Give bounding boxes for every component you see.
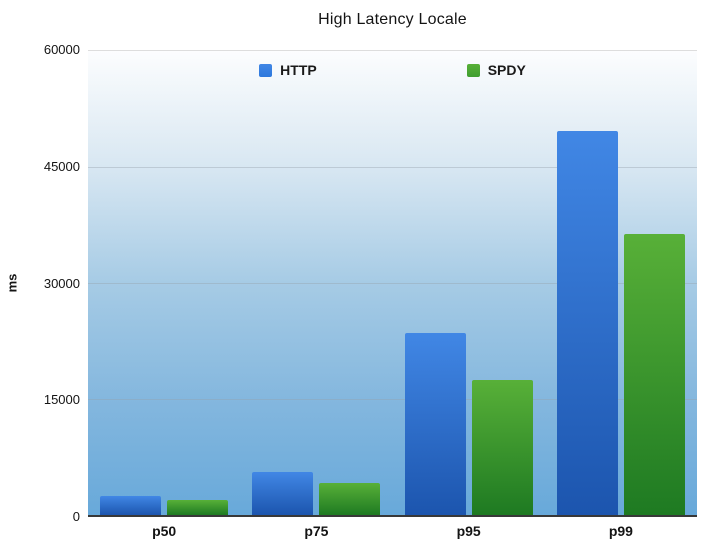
- x-tick-p50: p50: [152, 523, 177, 539]
- bar-spdy-p99: [623, 234, 685, 515]
- legend-label-spdy: SPDY: [487, 62, 526, 78]
- legend-item-http: HTTP: [259, 62, 317, 78]
- x-tick-p95: p95: [456, 523, 481, 539]
- bar-http-p99: [556, 131, 618, 515]
- gridline-15000: [88, 399, 697, 400]
- x-tick-p75: p75: [304, 523, 329, 539]
- bar-group-p50: [88, 51, 240, 515]
- legend-label-http: HTTP: [280, 62, 317, 78]
- y-axis-ticks: 0 15000 30000 45000 60000: [0, 42, 80, 524]
- y-tick-0: 0: [72, 509, 80, 524]
- bar-groups: [88, 51, 697, 515]
- bar-group-p75: [240, 51, 392, 515]
- x-axis-ticks: p50 p75 p95 p99: [88, 523, 697, 539]
- legend: HTTP SPDY: [88, 62, 697, 78]
- chart-title: High Latency Locale: [318, 11, 467, 28]
- legend-swatch-http: [259, 63, 273, 77]
- bar-http-p95: [404, 333, 466, 515]
- y-tick-30000: 30000: [43, 275, 80, 291]
- x-tick-p99: p99: [608, 523, 633, 539]
- legend-swatch-spdy: [466, 63, 480, 77]
- bar-group-p95: [393, 51, 545, 515]
- plot-area: HTTP SPDY: [88, 50, 697, 517]
- bar-spdy-p50: [167, 500, 229, 515]
- bar-http-p50: [100, 496, 162, 515]
- gridline-45000: [88, 167, 697, 168]
- bar-spdy-p75: [319, 482, 381, 515]
- bar-spdy-p95: [471, 380, 533, 515]
- y-tick-15000: 15000: [43, 392, 80, 408]
- bar-group-p99: [545, 51, 697, 515]
- y-tick-45000: 45000: [43, 158, 80, 174]
- legend-item-spdy: SPDY: [466, 62, 526, 78]
- gridline-30000: [88, 283, 697, 284]
- y-tick-60000: 60000: [43, 42, 80, 57]
- bar-http-p75: [252, 471, 314, 515]
